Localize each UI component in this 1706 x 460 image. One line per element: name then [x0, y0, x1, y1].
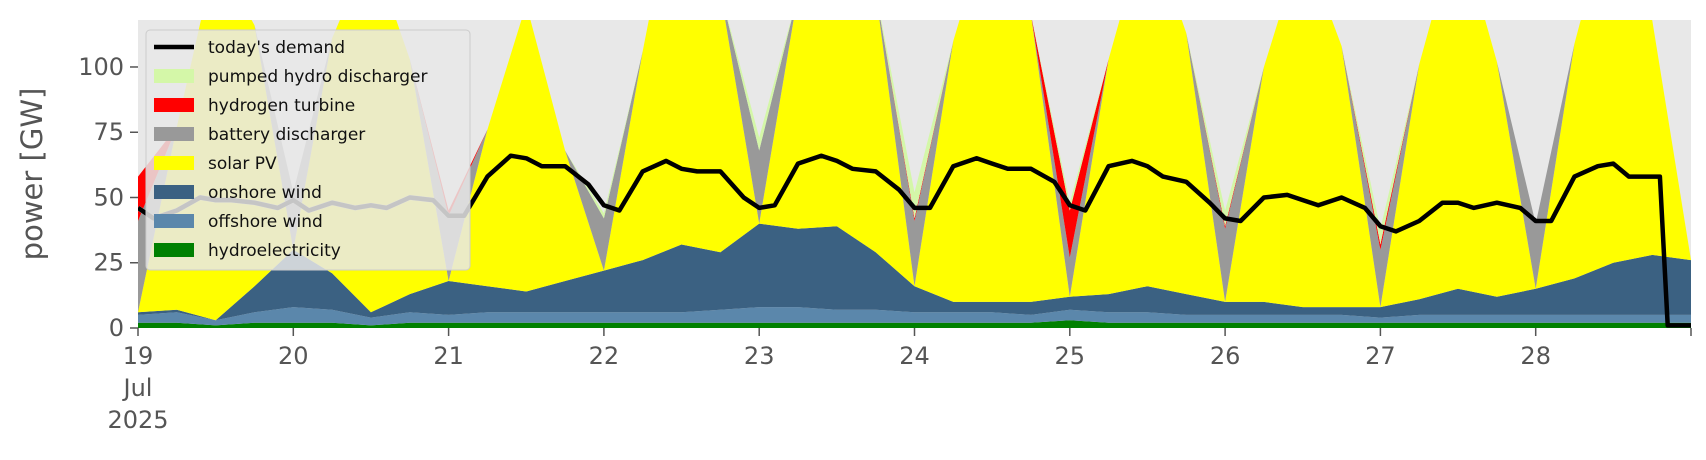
- x-tick-label: 19: [123, 342, 154, 370]
- legend-swatch-battery-discharger: [154, 127, 194, 141]
- legend-label-battery-discharger: battery discharger: [208, 125, 365, 145]
- y-tick-label: 75: [93, 118, 124, 146]
- legend-label-solar-pv: solar PV: [208, 154, 277, 174]
- legend-swatch-pumped-hydro-discharger: [154, 69, 194, 83]
- y-tick-label: 100: [78, 53, 124, 81]
- x-tick-label: 25: [1055, 342, 1086, 370]
- area-battery-discharger: [138, 20, 1691, 313]
- legend-label-hydrogen-turbine: hydrogen turbine: [208, 96, 355, 116]
- x-tick-label: 23: [744, 342, 775, 370]
- area-solar-pv: [138, 20, 1691, 321]
- x-tick-sublabel: Jul: [122, 374, 153, 402]
- x-tick-label: 26: [1210, 342, 1241, 370]
- y-axis-label: power [GW]: [15, 88, 49, 261]
- y-tick-label: 50: [93, 183, 124, 211]
- legend-swatch-solar-pv: [154, 156, 194, 170]
- area-onshore-wind: [138, 223, 1691, 321]
- y-tick-label: 0: [109, 314, 124, 342]
- x-tick-label: 20: [278, 342, 309, 370]
- legend-swatch-onshore-wind: [154, 185, 194, 199]
- legend: today's demand pumped hydro discharger hyd…: [145, 29, 471, 271]
- area-hydroelectricity: [138, 320, 1691, 328]
- y-tick-label: 25: [93, 249, 124, 277]
- x-tick-label: 27: [1365, 342, 1396, 370]
- area-pumped-hydro-discharger: [138, 20, 1691, 261]
- legend-swatch-hydroelectricity: [154, 243, 194, 257]
- legend-label-offshore-wind: offshore wind: [208, 212, 323, 232]
- legend-swatch-offshore-wind: [154, 214, 194, 228]
- legend-label-onshore-wind: onshore wind: [208, 183, 322, 203]
- x-tick-label: 28: [1520, 342, 1551, 370]
- legend-box: [145, 29, 471, 271]
- legend-label-hydroelectricity: hydroelectricity: [208, 241, 341, 261]
- x-tick-label: 24: [899, 342, 930, 370]
- x-tick-label: 22: [589, 342, 620, 370]
- area-offshore-wind: [138, 307, 1691, 326]
- legend-label-today-s-demand: today's demand: [208, 38, 345, 58]
- area-layers: [138, 20, 1691, 328]
- x-tick-label: 21: [433, 342, 464, 370]
- legend-swatch-hydrogen-turbine: [154, 98, 194, 112]
- axes: 0 25 50 75 100 19 Jul 2025 20 21 22 23 24 25 26 27 28: [78, 53, 1692, 434]
- x-tick-sublabel: 2025: [107, 406, 168, 434]
- legend-label-pumped-hydro-discharger: pumped hydro discharger: [208, 67, 427, 87]
